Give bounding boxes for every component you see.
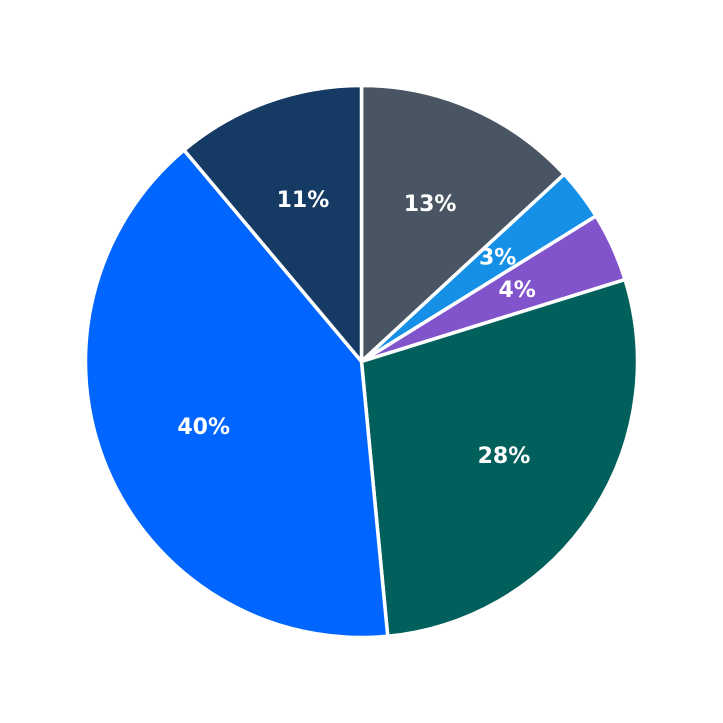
pie-slice-0 bbox=[359, 83, 566, 364]
pie-slice-3 bbox=[359, 277, 640, 638]
pie-slices bbox=[83, 83, 640, 640]
pie-slice-4 bbox=[83, 148, 390, 640]
pie-slice-label-2: 4% bbox=[498, 278, 535, 303]
pie-slice-label-1: 3% bbox=[479, 245, 516, 270]
pie-slice-label-5: 11% bbox=[277, 188, 330, 213]
pie-labels: 13% 3% 4% 28% 40% 11% bbox=[177, 188, 536, 469]
pie-slice-5 bbox=[182, 83, 364, 364]
pie-slice-label-0: 13% bbox=[404, 192, 457, 217]
pie-slice-label-4: 40% bbox=[177, 415, 230, 440]
pie-slice-label-3: 28% bbox=[478, 444, 531, 469]
